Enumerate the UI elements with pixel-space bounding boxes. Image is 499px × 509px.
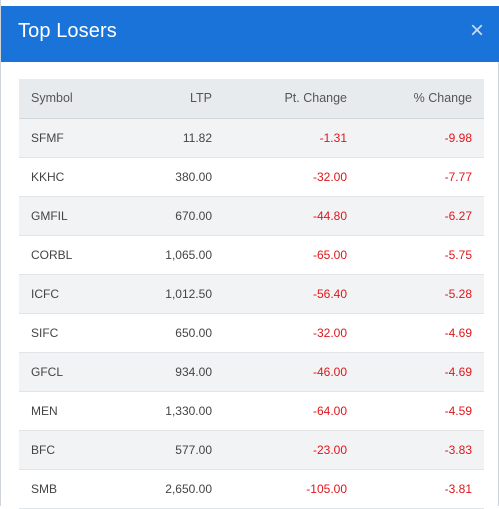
table-row[interactable]: BFC 577.00 -23.00 -3.83 xyxy=(19,430,484,469)
cell-symbol: CORBL xyxy=(31,247,73,262)
table-row[interactable]: CORBL 1,065.00 -65.00 -5.75 xyxy=(19,235,484,274)
cell-ltp: 1,012.50 xyxy=(165,286,212,301)
cell-symbol: BFC xyxy=(31,442,55,457)
table-row[interactable]: MEN 1,330.00 -64.00 -4.59 xyxy=(19,391,484,430)
cell-pt-change: -64.00 xyxy=(312,403,347,418)
cell-symbol: MEN xyxy=(31,403,58,418)
background-strip xyxy=(1,0,499,6)
table-header: Symbol LTP Pt. Change % Change xyxy=(19,79,484,119)
column-header-symbol[interactable]: Symbol xyxy=(19,79,129,119)
cell-pt-change: -32.00 xyxy=(312,325,347,340)
cell-pct-change: -4.69 xyxy=(444,325,472,340)
cell-symbol: SFMF xyxy=(31,130,64,145)
table-row[interactable]: SMB 2,650.00 -105.00 -3.81 xyxy=(19,469,484,508)
cell-ltp: 577.00 xyxy=(175,442,212,457)
table-row[interactable]: SFMF 11.82 -1.31 -9.98 xyxy=(19,118,484,157)
cell-ltp: 934.00 xyxy=(175,364,212,379)
cell-pct-change: -5.28 xyxy=(444,286,472,301)
cell-symbol: SIFC xyxy=(31,325,59,340)
cell-pt-change: -32.00 xyxy=(312,169,347,184)
close-icon[interactable]: × xyxy=(469,17,484,44)
column-header-ltp[interactable]: LTP xyxy=(129,79,224,119)
cell-pct-change: -5.75 xyxy=(444,247,472,262)
cell-pt-change: -1.31 xyxy=(319,130,347,145)
table-row[interactable]: KKHC 380.00 -32.00 -7.77 xyxy=(19,157,484,196)
cell-symbol: GFCL xyxy=(31,364,64,379)
cell-pt-change: -44.80 xyxy=(312,208,347,223)
cell-pct-change: -3.83 xyxy=(444,442,472,457)
losers-table: Symbol LTP Pt. Change % Change SFMF 11.82… xyxy=(19,79,484,509)
table-header-row: Symbol LTP Pt. Change % Change xyxy=(19,79,484,119)
cell-pct-change: -6.27 xyxy=(444,208,472,223)
cell-pct-change: -4.59 xyxy=(444,403,472,418)
column-header-pt-change[interactable]: Pt. Change xyxy=(224,79,359,119)
cell-ltp: 2,650.00 xyxy=(165,481,212,496)
cell-pt-change: -65.00 xyxy=(312,247,347,262)
cell-pt-change: -56.40 xyxy=(312,286,347,301)
table-row[interactable]: ICFC 1,012.50 -56.40 -5.28 xyxy=(19,274,484,313)
cell-ltp: 650.00 xyxy=(175,325,212,340)
cell-ltp: 1,330.00 xyxy=(165,403,212,418)
cell-symbol: GMFIL xyxy=(31,208,68,223)
cell-pct-change: -7.77 xyxy=(444,169,472,184)
cell-pct-change: -9.98 xyxy=(444,130,472,145)
table-row[interactable]: GFCL 934.00 -46.00 -4.69 xyxy=(19,352,484,391)
cell-pct-change: -4.69 xyxy=(444,364,472,379)
cell-symbol: KKHC xyxy=(31,169,65,184)
table-row[interactable]: GMFIL 670.00 -44.80 -6.27 xyxy=(19,196,484,235)
cell-ltp: 1,065.00 xyxy=(165,247,212,262)
modal-header: Top Losers × xyxy=(1,6,499,62)
modal-title: Top Losers xyxy=(18,20,117,42)
cell-pt-change: -46.00 xyxy=(312,364,347,379)
cell-ltp: 11.82 xyxy=(182,130,212,145)
column-header-pct-change[interactable]: % Change xyxy=(359,79,484,119)
table-body: SFMF 11.82 -1.31 -9.98 KKHC 380.00 -32.00 -7.77… xyxy=(19,118,484,508)
cell-ltp: 380.00 xyxy=(175,169,212,184)
cell-symbol: ICFC xyxy=(31,286,59,301)
losers-table-container: Symbol LTP Pt. Change % Change SFMF 11.82… xyxy=(19,79,484,509)
cell-pt-change: -23.00 xyxy=(312,442,347,457)
cell-pt-change: -105.00 xyxy=(306,481,347,496)
cell-ltp: 670.00 xyxy=(175,208,212,223)
cell-pct-change: -3.81 xyxy=(444,481,472,496)
cell-symbol: SMB xyxy=(31,481,58,496)
table-row[interactable]: SIFC 650.00 -32.00 -4.69 xyxy=(19,313,484,352)
